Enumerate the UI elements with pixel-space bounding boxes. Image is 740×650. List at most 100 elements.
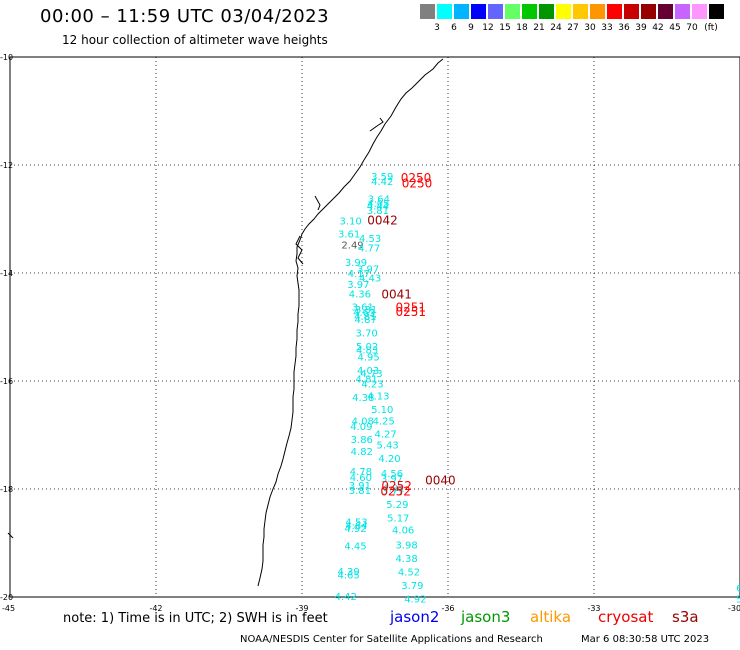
legend-swatch [675, 4, 690, 19]
grid-lines [10, 57, 740, 597]
pass-time-label: 0040 [425, 473, 456, 487]
wave-height-value: 3.99 [345, 258, 367, 269]
wave-height-value: 6 [736, 583, 740, 594]
legend-label: 33 [601, 23, 613, 33]
generated-timestamp: Mar 6 08:30:58 UTC 2023 [581, 634, 710, 645]
satellite-altika: altika [530, 608, 572, 626]
wave-height-value: 4.42 [335, 592, 357, 603]
wave-height-value: 4.77 [358, 244, 380, 255]
wave-height-value: 4.42 [371, 177, 393, 188]
legend-swatch [522, 4, 537, 19]
coastline-detail [7, 532, 14, 539]
wave-height-value: 3.61 [352, 302, 374, 313]
legend-label: 39 [635, 23, 647, 33]
coastline-path [257, 58, 444, 587]
latitude-label: -20 [0, 593, 13, 602]
legend-swatch [454, 4, 469, 19]
wave-height-value: 4.56 [381, 469, 403, 480]
coastline [7, 58, 444, 587]
legend-swatch [624, 4, 639, 19]
wave-height-value: 4.82 [351, 447, 373, 458]
wave-height-value: 5 [736, 595, 740, 606]
page-title: 00:00 – 11:59 UTC 03/04/2023 [40, 6, 330, 27]
legend-label: 45 [669, 23, 681, 33]
wave-height-value: 4.38 [352, 393, 374, 404]
legend-swatch [709, 4, 724, 19]
latitude-label: -12 [0, 161, 13, 170]
wave-height-value: 4.63 [353, 308, 375, 319]
wave-height-value: 2.49 [341, 240, 363, 251]
legend-label: 42 [652, 23, 664, 33]
wave-height-value: 4.38 [395, 554, 417, 565]
legend-swatch [488, 4, 503, 19]
pass-time-label: 0252 [380, 485, 411, 499]
legend-label: 27 [567, 23, 579, 33]
pass-time-label: 0252 [381, 479, 412, 493]
wave-height-value: 4.81 [356, 374, 378, 385]
wave-height-value: 3.10 [339, 217, 361, 228]
legend-swatch [539, 4, 554, 19]
longitude-label: -33 [587, 604, 600, 613]
longitude-label: -39 [295, 604, 308, 613]
legend-swatch [641, 4, 656, 19]
legend-label: (ft) [704, 23, 718, 33]
axis-labels: -10 -12 -14 -16 -18 -20 -45 -42 -39 -36 -33 -30 [0, 53, 740, 613]
wave-height-value: 4.73 [360, 369, 382, 380]
wave-height-value: 3.70 [356, 328, 378, 339]
wave-height-value: 4.43 [359, 273, 381, 284]
legend-swatch [556, 4, 571, 19]
wave-height-value: 4.01 [382, 483, 404, 494]
legend-label: 18 [516, 23, 528, 33]
wave-height-labels: 3.594.423.644.054.443.813.103.614.532.49… [335, 172, 740, 606]
wave-height-value: 4.09 [350, 422, 372, 433]
legend-swatch [692, 4, 707, 19]
pass-time-label: 0250 [401, 171, 432, 185]
legend-swatch [573, 4, 588, 19]
wave-height-value: 4.78 [350, 467, 372, 478]
wave-height-value: 3.64 [368, 194, 390, 205]
wave-height-value: 4.05 [367, 199, 389, 210]
coastline-detail [314, 195, 321, 211]
longitude-label: -45 [2, 604, 15, 613]
legend-label: 9 [468, 23, 474, 33]
wave-height-value: 4.06 [392, 526, 414, 537]
legend-swatch [505, 4, 520, 19]
latitude-label: -14 [0, 269, 13, 278]
wave-height-value: 4.92 [404, 595, 426, 606]
legend-swatch [437, 4, 452, 19]
longitude-label: -42 [149, 604, 162, 613]
page-subtitle: 12 hour collection of altimeter wave hei… [62, 33, 328, 47]
satellite-s3a: s3a [672, 608, 699, 626]
wave-height-value: 3.97 [357, 265, 379, 276]
wave-height-value: 4.36 [349, 290, 371, 301]
wave-height-value: 4.53 [345, 517, 367, 528]
wave-height-value: 3.81 [367, 206, 389, 217]
wave-height-value: 4.39 [338, 567, 360, 578]
legend-label: 12 [482, 23, 494, 33]
longitude-label: -30 [728, 604, 740, 613]
wave-height-value: 4.81 [354, 312, 376, 323]
wave-height-value: 3.59 [371, 172, 393, 183]
pass-time-label: 0042 [367, 214, 398, 228]
wave-height-value: 4.27 [375, 429, 397, 440]
legend-label: 30 [584, 23, 596, 33]
legend-label: 36 [618, 23, 630, 33]
wave-height-value: 4.53 [359, 234, 381, 245]
wave-height-value: 4.25 [373, 416, 395, 427]
pass-time-label: 0251 [395, 305, 426, 319]
wave-height-value: 4.17 [348, 269, 370, 280]
map-frame [9, 56, 740, 598]
wave-height-value: 4.13 [367, 392, 389, 403]
legend-swatch [471, 4, 486, 19]
coastline-detail [369, 117, 384, 132]
legend-label: 15 [499, 23, 511, 33]
credit-text: NOAA/NESDIS Center for Satellite Applica… [240, 634, 543, 645]
wave-height-value: 4.87 [355, 315, 377, 326]
wave-height-value: 3.81 [355, 305, 377, 316]
wave-height-value: 4.92 [344, 524, 366, 535]
pass-time-label: 0041 [381, 288, 412, 302]
wave-height-value: 4.20 [378, 454, 400, 465]
wave-height-value: 4.23 [361, 380, 383, 391]
legend-swatch [420, 4, 435, 19]
